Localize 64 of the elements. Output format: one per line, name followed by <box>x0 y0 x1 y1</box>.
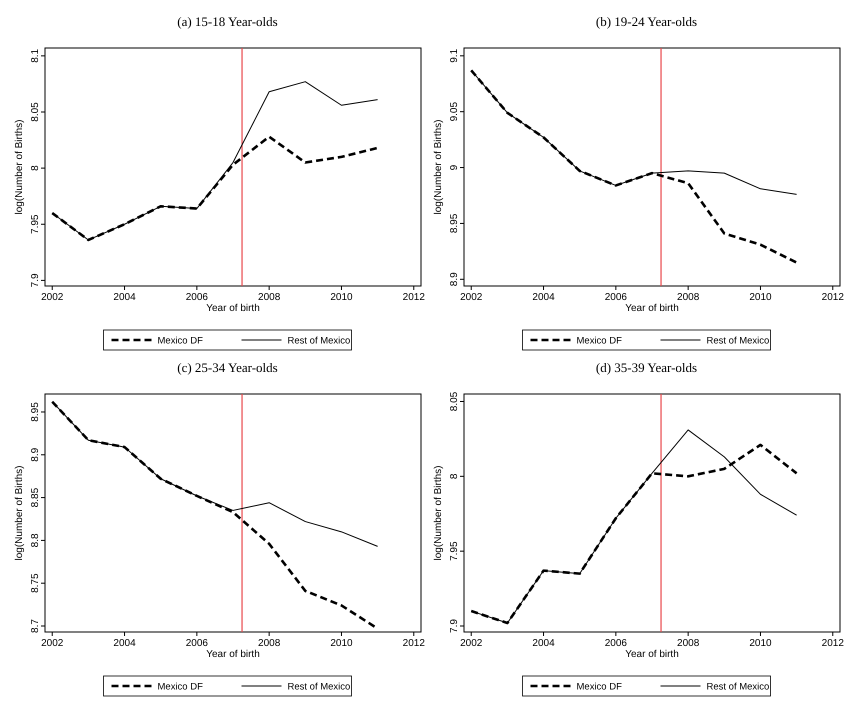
x-axis-title: Year of birth <box>625 649 679 660</box>
x-tick-label: 2010 <box>330 638 354 649</box>
y-tick-label: 8 <box>449 473 460 480</box>
x-tick-label: 2010 <box>749 638 772 649</box>
legend-label: Mexico DF <box>158 682 204 692</box>
y-tick-label: 7.95 <box>30 214 41 234</box>
y-axis-title: log(Number of Births) <box>14 465 25 561</box>
x-tick-label: 2012 <box>822 292 844 303</box>
legend-label: Mexico DF <box>576 336 622 346</box>
x-tick-label: 2004 <box>113 292 136 303</box>
y-tick-label: 8 <box>30 164 41 171</box>
x-tick-label: 2008 <box>677 638 700 649</box>
y-tick-label: 8.9 <box>449 272 460 286</box>
x-tick-label: 2002 <box>460 292 483 303</box>
chart-title: (d) 35-39 Year-olds <box>596 360 698 375</box>
x-tick-label: 2008 <box>677 292 700 303</box>
y-axis-title: log(Number of Births) <box>433 465 444 561</box>
legend-label: Rest of Mexico <box>288 336 350 346</box>
y-tick-label: 8.05 <box>449 391 460 412</box>
y-axis-title: log(Number of Births) <box>14 119 25 215</box>
x-axis-title: Year of birth <box>206 649 260 660</box>
y-tick-label: 9.05 <box>449 102 460 122</box>
x-tick-label: 2002 <box>460 638 483 649</box>
x-tick-label: 2010 <box>330 292 354 303</box>
x-tick-label: 2008 <box>258 292 281 303</box>
legend-label: Rest of Mexico <box>706 682 770 692</box>
y-tick-label: 7.95 <box>449 541 460 561</box>
x-tick-label: 2004 <box>113 638 136 649</box>
x-tick-label: 2002 <box>41 292 64 303</box>
y-axis-title: log(Number of Births) <box>433 119 444 215</box>
x-axis-title: Year of birth <box>625 303 679 314</box>
y-tick-label: 8.95 <box>449 213 460 234</box>
x-tick-label: 2004 <box>532 292 556 303</box>
x-tick-label: 2006 <box>186 292 208 303</box>
x-tick-label: 2006 <box>604 292 628 303</box>
legend-label: Mexico DF <box>158 336 204 346</box>
y-tick-label: 7.9 <box>449 618 460 633</box>
legend-label: Mexico DF <box>576 682 622 692</box>
x-tick-label: 2012 <box>402 638 426 649</box>
y-tick-label: 8.8 <box>30 533 41 548</box>
y-tick-label: 8.1 <box>30 48 41 63</box>
x-tick-label: 2004 <box>532 638 556 649</box>
y-tick-label: 8.7 <box>30 618 41 633</box>
y-tick-label: 9.1 <box>449 48 460 63</box>
y-tick-label: 9 <box>449 164 460 170</box>
x-tick-label: 2008 <box>258 638 281 649</box>
y-tick-label: 8.85 <box>30 487 41 508</box>
chart-title: (b) 19-24 Year-olds <box>596 14 698 29</box>
y-tick-label: 8.9 <box>30 447 41 462</box>
x-tick-label: 2006 <box>604 638 628 649</box>
legend-label: Rest of Mexico <box>706 336 770 346</box>
x-tick-label: 2012 <box>822 638 844 649</box>
x-tick-label: 2002 <box>41 638 64 649</box>
x-axis-title: Year of birth <box>206 303 260 314</box>
y-tick-label: 8.95 <box>30 402 41 422</box>
x-tick-label: 2006 <box>186 638 208 649</box>
chart-title: (c) 25-34 Year-olds <box>177 360 278 375</box>
x-tick-label: 2012 <box>402 292 426 303</box>
chart-title: (a) 15-18 Year-olds <box>177 14 278 29</box>
x-tick-label: 2010 <box>749 292 772 303</box>
y-tick-label: 7.9 <box>30 273 41 288</box>
legend-label: Rest of Mexico <box>288 682 350 692</box>
y-tick-label: 8.75 <box>30 573 41 593</box>
y-tick-label: 8.05 <box>30 102 41 122</box>
